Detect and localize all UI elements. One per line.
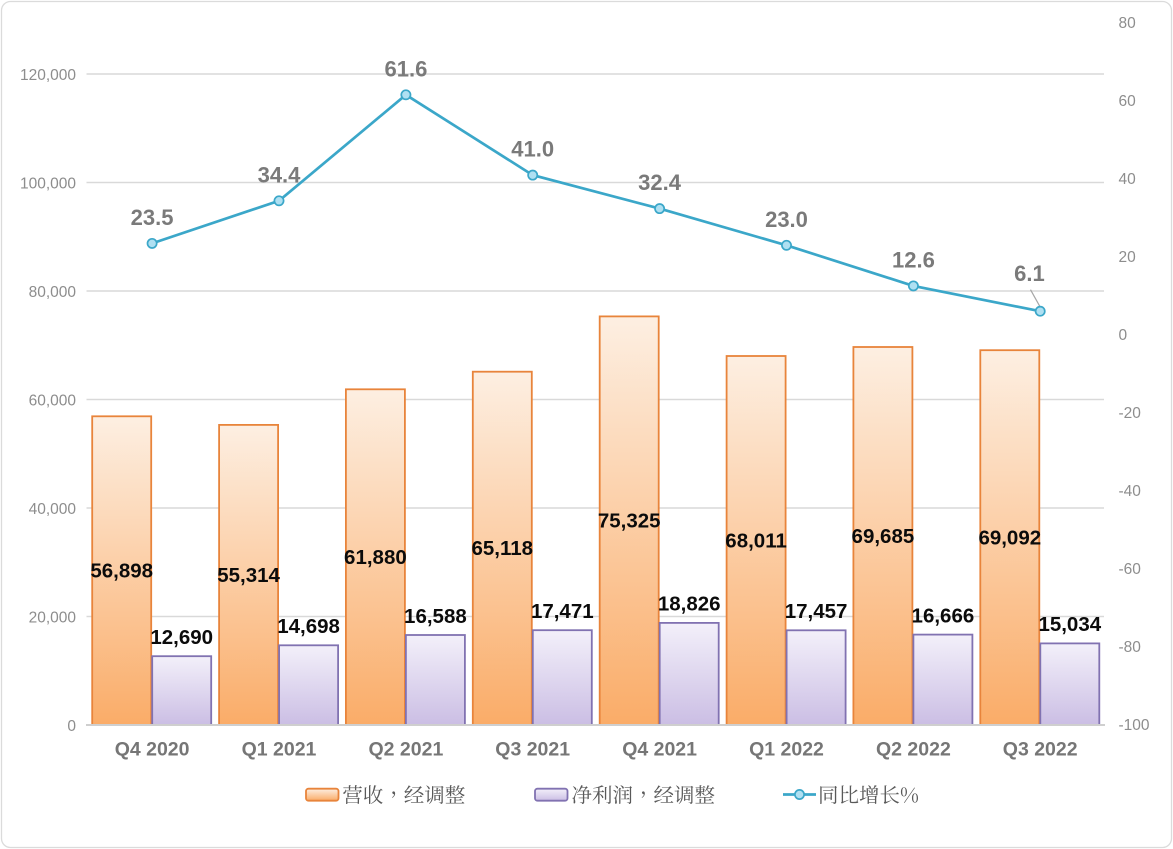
svg-text:12,690: 12,690 — [150, 626, 213, 649]
svg-text:55,314: 55,314 — [217, 564, 280, 587]
svg-text:120,000: 120,000 — [20, 67, 76, 84]
svg-text:12.6: 12.6 — [892, 247, 935, 272]
svg-text:Q2 2021: Q2 2021 — [368, 738, 443, 760]
svg-text:0: 0 — [67, 718, 76, 735]
svg-text:16,588: 16,588 — [404, 605, 467, 628]
svg-text:20,000: 20,000 — [29, 610, 77, 627]
svg-text:56,898: 56,898 — [90, 560, 153, 583]
svg-text:20: 20 — [1119, 249, 1137, 266]
svg-text:69,685: 69,685 — [852, 525, 915, 548]
svg-text:41.0: 41.0 — [511, 137, 554, 162]
svg-text:-20: -20 — [1119, 405, 1142, 422]
svg-text:-100: -100 — [1119, 717, 1150, 734]
svg-text:65,118: 65,118 — [472, 537, 534, 560]
svg-text:23.0: 23.0 — [765, 207, 808, 232]
svg-text:-40: -40 — [1119, 483, 1142, 500]
svg-text:18,826: 18,826 — [658, 593, 721, 616]
svg-text:6.1: 6.1 — [1014, 261, 1045, 286]
svg-text:32.4: 32.4 — [638, 170, 682, 195]
svg-text:60: 60 — [1119, 93, 1137, 110]
svg-text:60,000: 60,000 — [29, 393, 77, 410]
svg-text:80,000: 80,000 — [29, 284, 77, 301]
svg-text:17,457: 17,457 — [785, 600, 848, 623]
svg-text:100,000: 100,000 — [20, 176, 76, 193]
svg-text:-80: -80 — [1119, 639, 1142, 656]
svg-text:Q4 2021: Q4 2021 — [622, 738, 697, 760]
svg-text:15,034: 15,034 — [1038, 613, 1101, 636]
svg-text:Q3 2022: Q3 2022 — [1003, 738, 1078, 760]
svg-text:40: 40 — [1119, 171, 1137, 188]
svg-text:Q1 2022: Q1 2022 — [749, 738, 824, 760]
svg-text:61,880: 61,880 — [344, 546, 407, 569]
svg-text:Q3 2021: Q3 2021 — [495, 738, 570, 760]
svg-text:17,471: 17,471 — [531, 600, 594, 623]
svg-text:14,698: 14,698 — [277, 615, 340, 638]
svg-text:16,666: 16,666 — [912, 604, 975, 627]
svg-text:-60: -60 — [1119, 561, 1142, 578]
svg-text:69,092: 69,092 — [978, 526, 1041, 549]
svg-text:Q4 2020: Q4 2020 — [115, 738, 190, 760]
svg-text:0: 0 — [1119, 327, 1128, 344]
svg-text:Q1 2021: Q1 2021 — [242, 738, 317, 760]
svg-text:Q2 2022: Q2 2022 — [876, 738, 951, 760]
svg-text:23.5: 23.5 — [131, 205, 174, 230]
svg-text:68,011: 68,011 — [725, 529, 787, 552]
svg-text:75,325: 75,325 — [598, 510, 661, 533]
svg-text:80: 80 — [1119, 15, 1137, 32]
svg-text:34.4: 34.4 — [258, 162, 302, 187]
svg-text:61.6: 61.6 — [384, 56, 427, 81]
svg-text:40,000: 40,000 — [29, 501, 77, 518]
